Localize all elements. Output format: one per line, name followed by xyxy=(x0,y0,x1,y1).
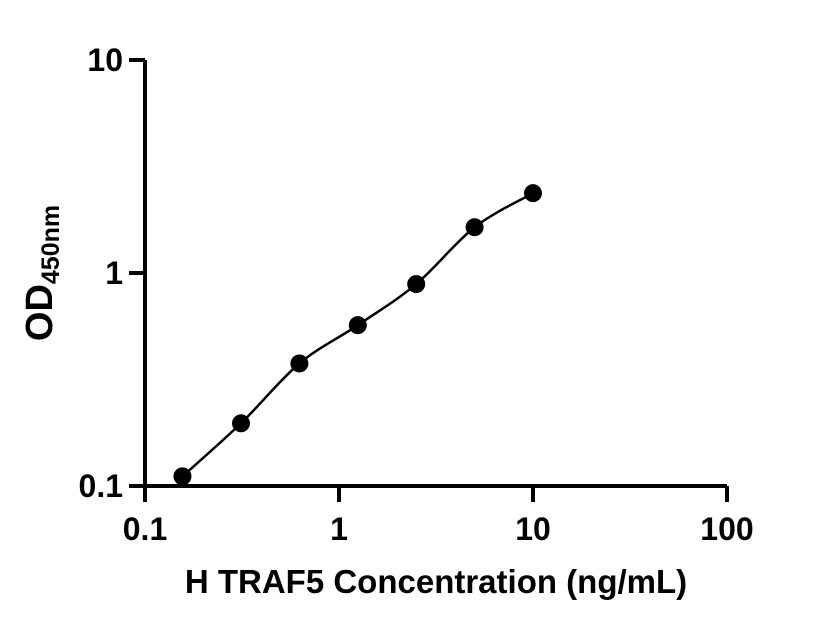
y-axis-title-subscript: 450nm xyxy=(37,205,65,284)
data-point xyxy=(465,218,484,237)
y-axis-title-main: OD xyxy=(19,284,61,341)
x-tick-label: 1 xyxy=(330,511,348,547)
x-tick-label: 0.1 xyxy=(123,511,167,547)
x-tick-label: 100 xyxy=(700,511,753,547)
fit-curve xyxy=(181,192,534,478)
data-point xyxy=(173,467,192,486)
y-axis-title: OD450nm xyxy=(19,205,65,341)
svg-text:OD450nm: OD450nm xyxy=(19,205,65,341)
data-point xyxy=(290,354,309,373)
standard-curve-series xyxy=(173,184,542,486)
y-axis-ticks: 0.1 1 10 xyxy=(79,42,145,504)
y-tick-label: 0.1 xyxy=(79,468,123,504)
x-tick-label: 10 xyxy=(515,511,551,547)
data-point xyxy=(524,184,542,203)
y-tick-label: 10 xyxy=(87,42,123,78)
data-point xyxy=(348,316,367,335)
x-axis-ticks: 0.1 1 10 100 xyxy=(123,486,754,547)
data-point xyxy=(407,275,426,294)
data-point xyxy=(232,414,251,433)
y-tick-label: 1 xyxy=(105,255,123,291)
x-axis-title: H TRAF5 Concentration (ng/mL) xyxy=(185,563,687,600)
